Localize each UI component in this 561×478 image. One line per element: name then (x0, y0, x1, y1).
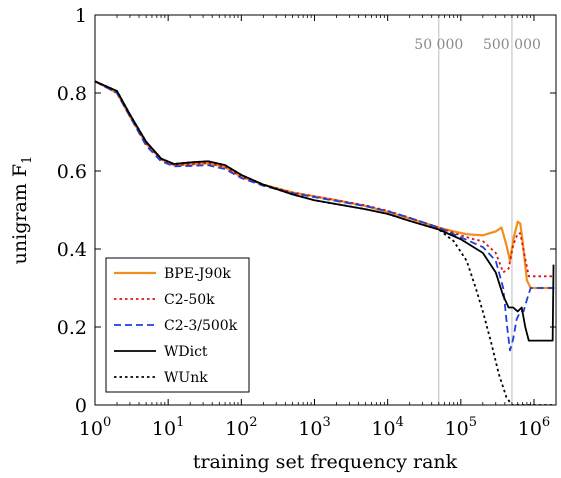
y-axis-label-text: unigram F (9, 164, 31, 264)
x-tick-label-4: 104 (371, 415, 403, 440)
legend-label-1: C2-50k (164, 292, 215, 308)
y-axis-label: unigram F1 (9, 156, 35, 265)
x-tick-label-3: 103 (298, 415, 330, 440)
legend-label-0: BPE-J90k (164, 266, 231, 282)
y-tick-label-0: 0 (75, 395, 87, 417)
y-tick-label-2: 0.4 (57, 239, 87, 261)
x-tick-label-0: 100 (79, 415, 111, 440)
x-tick-label-5: 105 (445, 415, 477, 440)
series-line-1 (95, 80, 555, 278)
y-axis-label-subscript: 1 (20, 156, 35, 164)
series-layer (95, 80, 555, 405)
y-tick-label-3: 0.6 (57, 161, 87, 183)
series-line-4 (95, 80, 555, 405)
y-tick-label-4: 0.8 (57, 83, 87, 105)
y-tick-label-5: 1 (75, 5, 87, 27)
legend-label-4: WUnk (164, 370, 208, 386)
y-tick-label-1: 0.2 (57, 317, 87, 339)
x-tick-label-2: 102 (225, 415, 257, 440)
legend: BPE-J90k C2-50k C2-3/500k WDict WUnk (105, 257, 250, 393)
series-line-2 (95, 80, 555, 352)
plot-frame (94, 14, 557, 406)
x-axis-label: training set frequency rank (193, 451, 458, 473)
legend-label-3: WDict (164, 344, 208, 360)
reference-lines: 50 000 500 000 (414, 15, 541, 405)
axis-ticks: 100 101 102 103 104 105 106 0 0.2 0.4 0.6 0.8 1 (57, 5, 557, 440)
x-tick-label-6: 106 (518, 415, 550, 440)
reference-line-label-0: 50 000 (414, 37, 463, 53)
reference-line-label-1: 500 000 (483, 37, 541, 53)
x-tick-label-1: 101 (152, 415, 184, 440)
legend-label-2: C2-3/500k (164, 318, 238, 334)
